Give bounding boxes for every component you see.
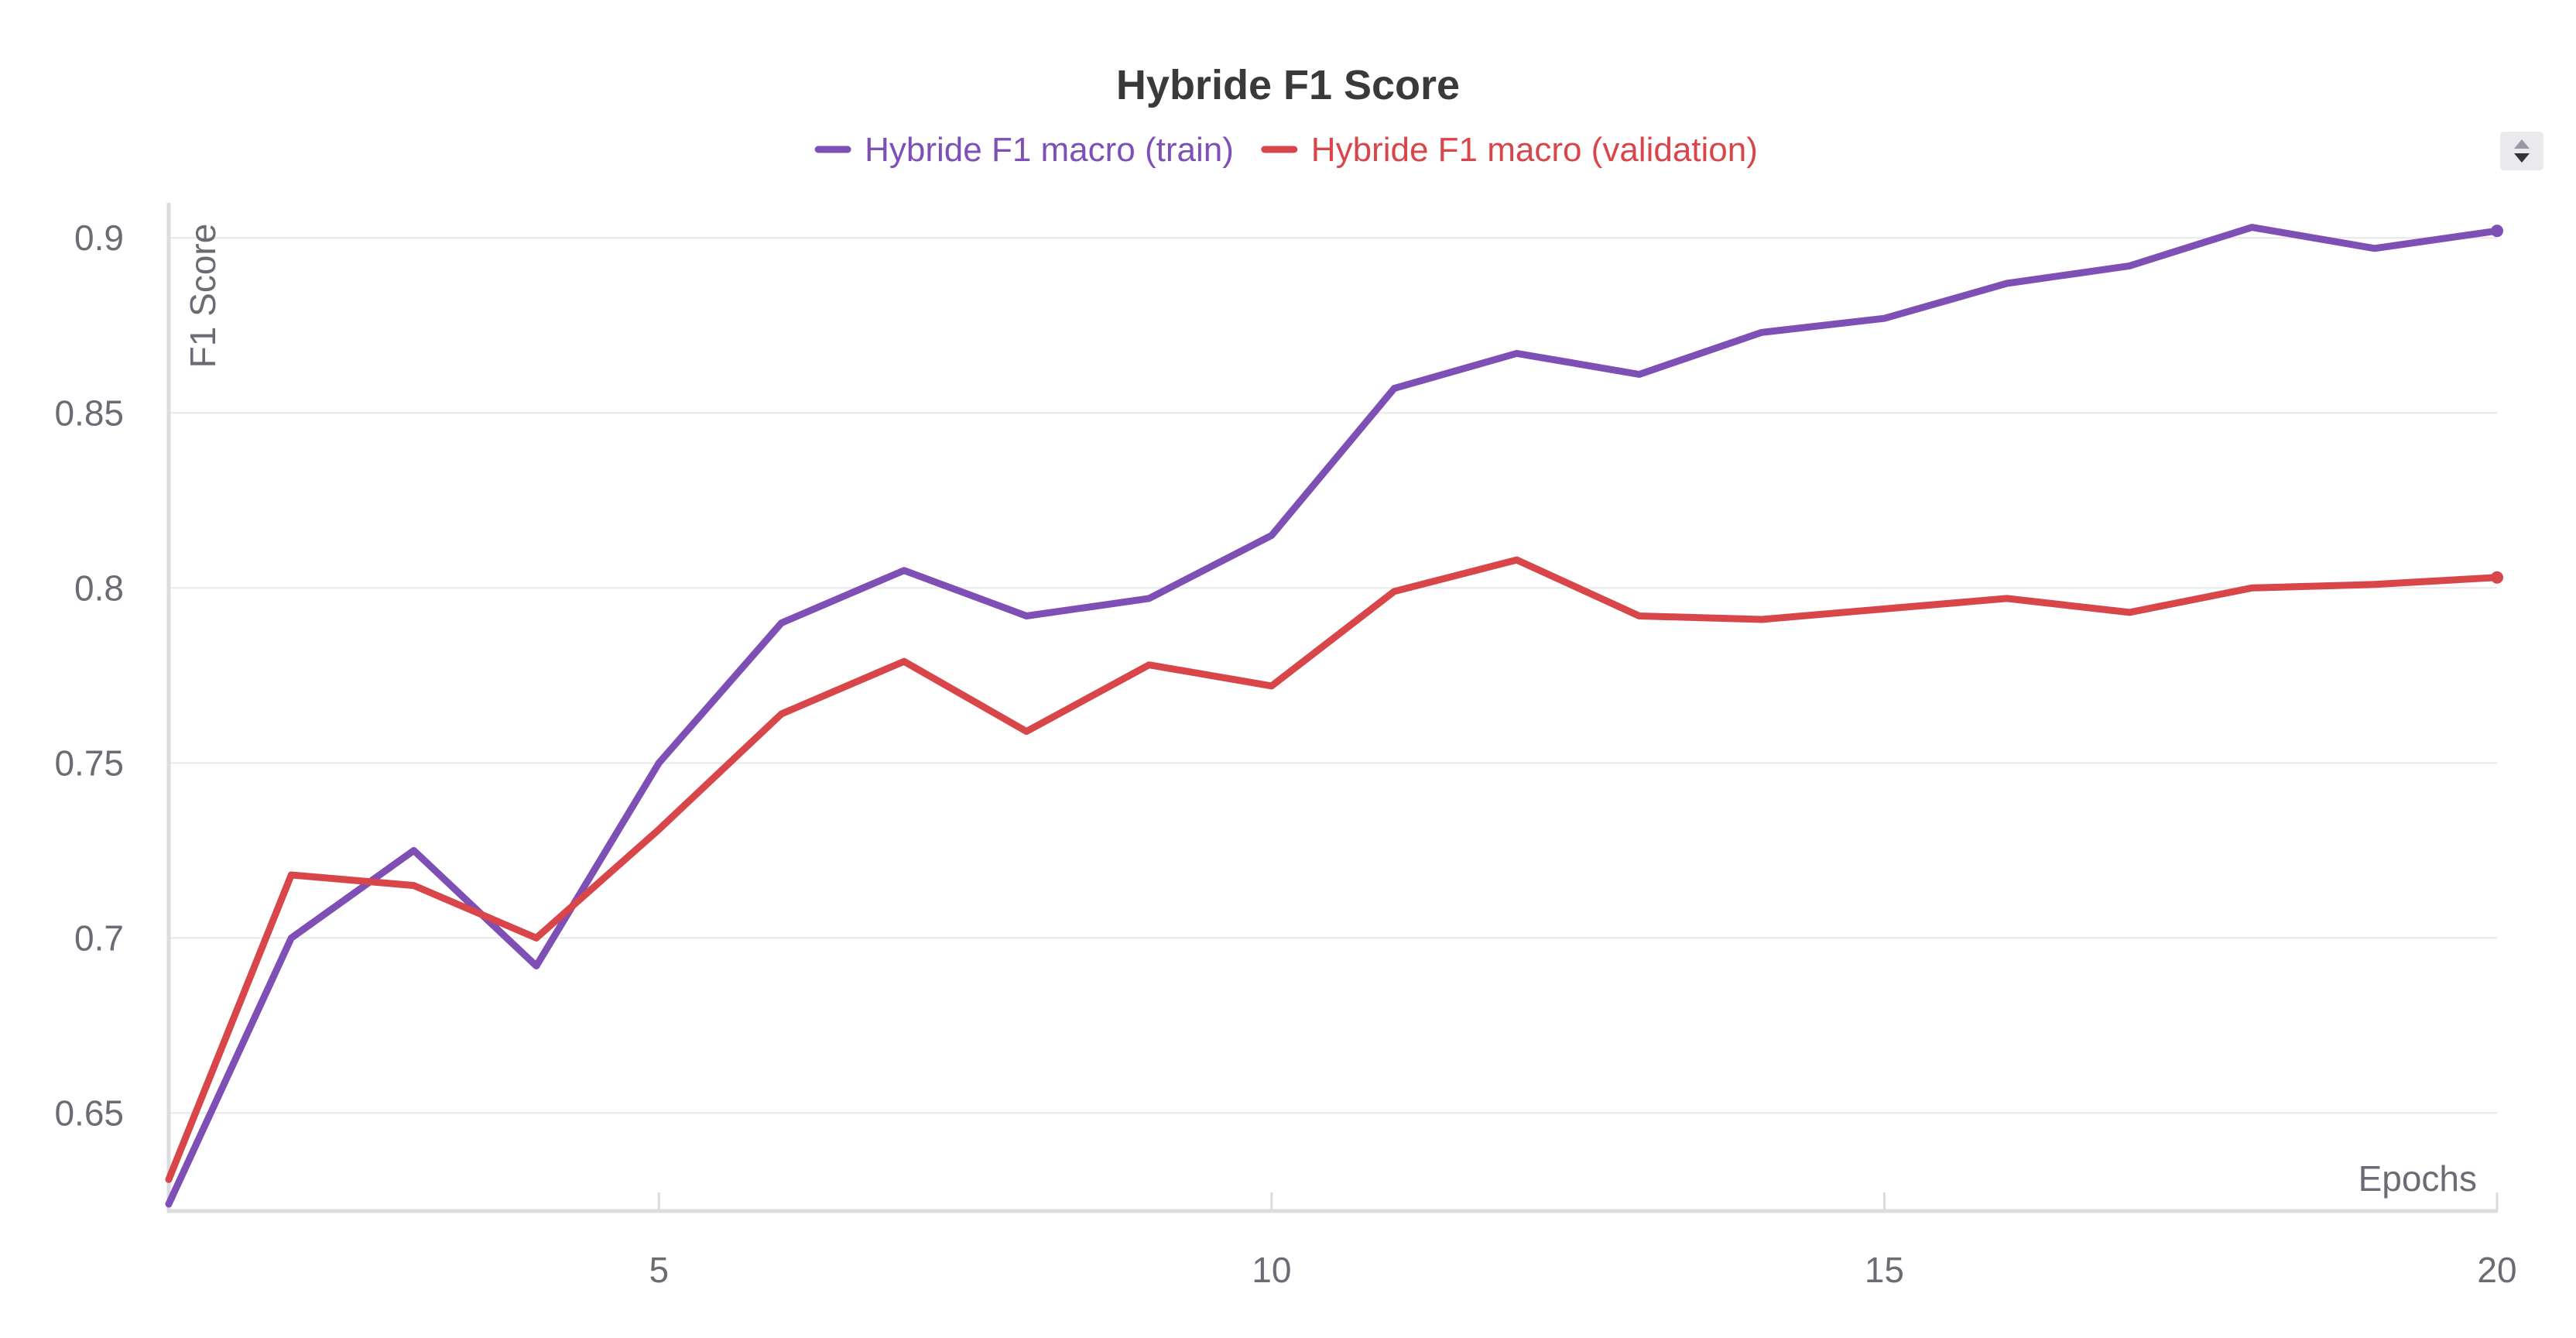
y-axis-label: F1 Score xyxy=(183,224,223,369)
x-tick-label: 5 xyxy=(649,1250,669,1290)
grid xyxy=(169,237,2497,1114)
y-tick-label: 0.85 xyxy=(54,393,124,433)
sort-up-icon[interactable] xyxy=(2514,139,2530,149)
sort-down-icon[interactable] xyxy=(2514,153,2530,163)
legend-item[interactable]: Hybride F1 macro (train) xyxy=(814,131,1234,169)
x-axis-label: Epochs xyxy=(2358,1158,2477,1199)
y-tick-label: 0.7 xyxy=(74,918,124,958)
chart-title: Hybride F1 Score xyxy=(1116,62,1460,108)
sort-control[interactable] xyxy=(2500,132,2543,170)
series-end-point xyxy=(2491,571,2503,584)
y-tick-label: 0.65 xyxy=(54,1093,124,1133)
x-axis-ticks: 5 10 15 20 xyxy=(649,1192,2517,1290)
x-tick-label: 10 xyxy=(1252,1250,1291,1290)
y-tick-label: 0.75 xyxy=(54,743,124,783)
legend-item[interactable]: Hybride F1 macro (validation) xyxy=(1261,131,1758,169)
series-line-validation xyxy=(165,556,2501,1183)
legend: Hybride F1 macro (train) Hybride F1 macro… xyxy=(814,131,1758,169)
x-tick-label: 15 xyxy=(1865,1250,1904,1290)
legend-label: Hybride F1 macro (validation) xyxy=(1311,131,1758,169)
sort-control-background xyxy=(2500,132,2543,170)
series-end-point xyxy=(2491,225,2503,238)
legend-label: Hybride F1 macro (train) xyxy=(865,131,1234,169)
x-tick-label: 20 xyxy=(2477,1250,2516,1290)
series-group xyxy=(165,224,2503,1208)
y-axis-ticks: 0.65 0.7 0.75 0.8 0.85 0.9 xyxy=(54,218,124,1133)
series-line-train xyxy=(165,224,2501,1208)
y-tick-label: 0.8 xyxy=(74,568,124,608)
y-tick-label: 0.9 xyxy=(74,218,124,258)
